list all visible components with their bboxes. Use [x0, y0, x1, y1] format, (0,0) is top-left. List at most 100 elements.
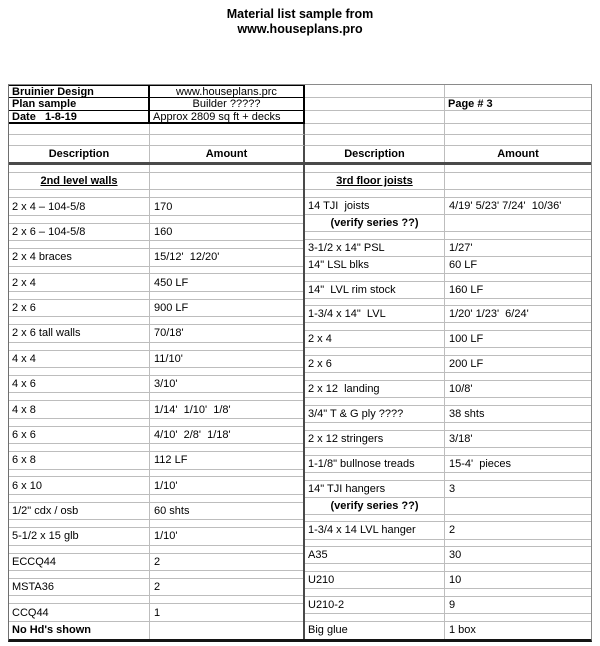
spacer-row	[305, 189, 591, 198]
row-amount: 60 LF	[449, 258, 478, 271]
row-description: 2 x 4 braces	[9, 249, 150, 266]
row-description	[305, 165, 445, 172]
row-description	[9, 317, 150, 325]
row-amount	[445, 274, 591, 281]
row-description	[9, 266, 150, 274]
spacer-row	[305, 589, 591, 598]
row-description	[305, 323, 445, 331]
row-description	[9, 368, 150, 375]
row-description: 6 x 10	[9, 477, 150, 494]
row-description: (verify series ??)	[305, 214, 445, 231]
row-amount	[445, 498, 591, 514]
row-description	[9, 469, 150, 477]
row-description	[9, 571, 150, 578]
row-amount	[150, 495, 303, 502]
row-amount: 170	[154, 200, 173, 213]
material-list-table: Bruinier Design www.houseplans.prc Plan …	[8, 84, 592, 642]
section-header-row: 2nd level walls	[9, 172, 303, 191]
spacer-row	[305, 514, 591, 523]
row-description	[305, 614, 445, 621]
row-amount	[150, 317, 303, 324]
row-amount: 4/19' 5/23' 7/24' 10/36'	[449, 199, 562, 212]
row-amount	[150, 267, 303, 274]
date-cell: Date 1-8-19	[9, 111, 150, 124]
row-description	[305, 373, 445, 381]
row-description	[305, 564, 445, 572]
left-columns: 2nd level walls 2 x 4 – 104-5/8 170 2 x 6 –…	[9, 165, 305, 640]
row-amount	[150, 343, 303, 350]
spacer-cell	[445, 124, 591, 135]
spacer-row	[9, 190, 303, 199]
table-row: 2 x 12 landing 10/8'	[305, 381, 591, 399]
table-row: 6 x 10 1/10'	[9, 477, 303, 495]
row-amount	[150, 546, 303, 553]
row-description: 2 x 6	[9, 299, 150, 317]
spacer-row	[9, 520, 303, 529]
row-amount	[150, 622, 303, 639]
table-row: 2 x 6 tall walls 70/18'	[9, 325, 303, 343]
row-amount	[445, 190, 591, 197]
spacer-row	[9, 571, 303, 579]
table-row: 2 x 6 200 LF	[305, 356, 591, 374]
row-description	[305, 514, 445, 522]
row-amount: 70/18'	[154, 327, 184, 340]
table-row: 6 x 6 4/10' 2/8' 1/18'	[9, 426, 303, 445]
table-row: CCQ44 1	[9, 604, 303, 622]
row-description: 14" TJI hangers	[305, 480, 445, 497]
row-amount	[445, 515, 591, 522]
table-row: 2 x 12 stringers 3/18'	[305, 430, 591, 448]
builder-cell: Builder ?????	[150, 98, 305, 111]
table-row: 1-1/8" bullnose treads 15-4' pieces	[305, 455, 591, 473]
row-description: A35	[305, 547, 445, 564]
row-description: 2 x 12 stringers	[305, 430, 445, 447]
title-line-2: www.houseplans.pro	[237, 22, 363, 36]
row-amount: 1/14' 1/10' 1/8'	[154, 403, 231, 416]
right-columns: 3rd floor joists 14 TJI joists 4/19' 5/23'…	[305, 165, 591, 639]
row-amount	[445, 423, 591, 430]
row-amount	[150, 520, 303, 527]
row-amount	[445, 348, 591, 355]
row-description	[9, 165, 150, 172]
row-amount: 2	[154, 555, 161, 568]
table-row: 14" TJI hangers 3	[305, 480, 591, 498]
row-description: Big glue	[305, 621, 445, 639]
spacer-row	[305, 472, 591, 481]
row-description: 1-1/8" bullnose treads	[305, 455, 445, 472]
description-header-left: Description	[9, 146, 150, 162]
row-description	[305, 273, 445, 281]
spacer-cell	[9, 135, 150, 146]
row-amount: 15-4' pieces	[449, 457, 512, 470]
row-amount	[150, 173, 303, 189]
spacer-row	[305, 564, 591, 573]
row-amount: 1	[154, 606, 161, 619]
row-amount	[445, 215, 591, 231]
row-amount: 30	[449, 549, 462, 562]
table-row: U210 10	[305, 572, 591, 590]
row-description	[9, 190, 150, 198]
spacer-row	[9, 393, 303, 402]
row-amount: 10/8'	[449, 383, 473, 396]
row-description	[9, 393, 150, 401]
row-amount	[445, 614, 591, 621]
area-cell: Approx 2809 sq ft + decks	[150, 111, 305, 124]
row-amount: 11/10'	[154, 352, 183, 365]
table-row: 4 x 6 3/10'	[9, 375, 303, 394]
row-amount	[445, 323, 591, 330]
row-description: 1-3/4 x 14 LVL hanger	[305, 522, 445, 539]
row-amount: 9	[449, 599, 456, 612]
row-description	[305, 539, 445, 547]
row-amount: 900 LF	[154, 302, 189, 315]
row-amount: 15/12' 12/20'	[154, 251, 220, 264]
row-description: 2 x 4	[9, 274, 150, 291]
row-amount: 3	[449, 482, 456, 495]
company-cell: Bruinier Design	[9, 85, 150, 98]
spacer-row	[9, 545, 303, 554]
row-amount	[445, 373, 591, 380]
spacer-row	[305, 539, 591, 548]
table-row: 3-1/2 x 14" PSL 1/27'	[305, 239, 591, 257]
spacer-row	[305, 323, 591, 332]
row-amount: 450 LF	[154, 276, 189, 289]
spacer-cell	[150, 135, 305, 146]
row-description: ECCQ44	[9, 553, 150, 570]
row-description: 3rd floor joists	[305, 172, 445, 189]
